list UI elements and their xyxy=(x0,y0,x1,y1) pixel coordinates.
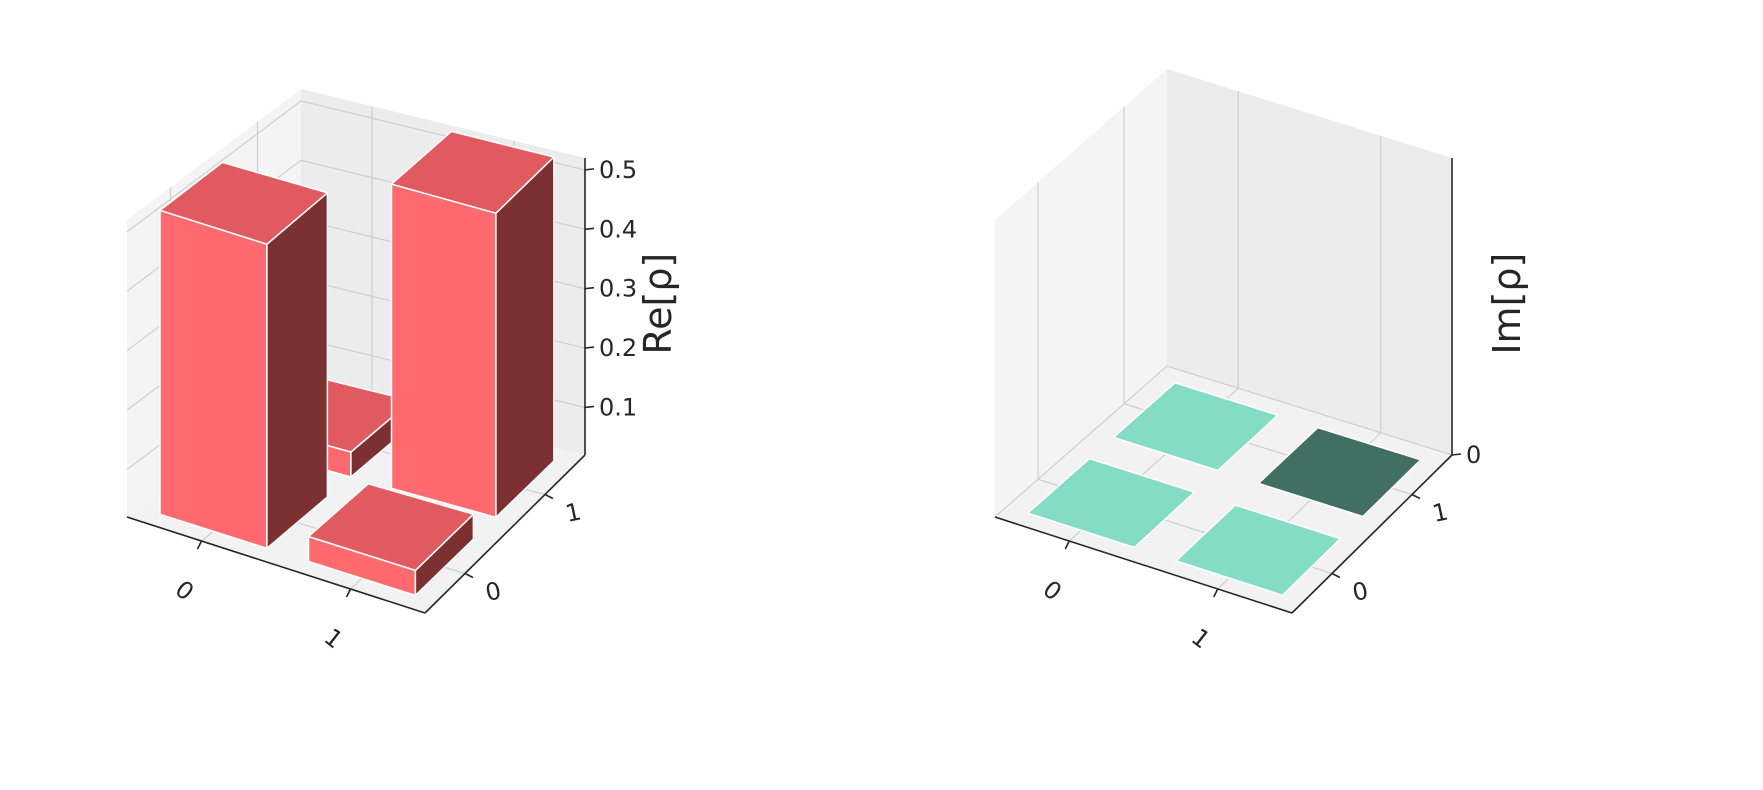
z-axis-label: Re[ρ] xyxy=(636,253,680,355)
z-tick-mark xyxy=(584,286,595,290)
x-tick-mark xyxy=(1064,540,1070,550)
real-chart-axes xyxy=(126,158,595,614)
z-tick-label: 0 xyxy=(1466,441,1481,469)
z-axis-label: Im[ρ] xyxy=(1485,253,1529,355)
bar-1-0 xyxy=(1175,504,1342,597)
x-tick-label: 0 xyxy=(1038,575,1067,606)
bar-top-face xyxy=(390,130,555,214)
bar-1-0 xyxy=(307,483,475,597)
real-chart-bars xyxy=(159,130,555,597)
bar-top-face xyxy=(307,483,475,572)
bar-top-face xyxy=(1257,426,1422,518)
z-tick-mark xyxy=(584,168,595,171)
x-tick-mark xyxy=(1213,588,1219,598)
z-tick-mark xyxy=(584,405,595,409)
imag-chart-axes xyxy=(994,158,1462,614)
imag-chart-bars xyxy=(1027,382,1422,597)
bar-top-face xyxy=(1112,382,1279,472)
y-tick-mark xyxy=(1411,493,1421,500)
bar-1-1 xyxy=(390,130,555,519)
y-tick-label: 1 xyxy=(1430,497,1451,528)
z-tick-label: 0.2 xyxy=(599,334,637,362)
y-tick-mark xyxy=(544,493,554,500)
bar-0-1 xyxy=(1112,382,1279,472)
y-tick-label: 0 xyxy=(1350,576,1371,607)
x-tick-label: 1 xyxy=(1186,623,1215,654)
bar-top-face xyxy=(1027,457,1196,549)
real-part-3d-bar-chart: 0 1 0 1 0.1 0.2 0.3 0.4 0.5 Re[ρ] xyxy=(126,89,680,655)
z-tick-mark xyxy=(1451,453,1462,456)
z-tick-label: 0.1 xyxy=(599,393,637,421)
real-chart-labels: 0 1 0 1 0.1 0.2 0.3 0.4 0.5 Re[ρ] xyxy=(170,156,680,655)
bar-front-face xyxy=(159,209,268,550)
z-gridline xyxy=(994,365,1453,518)
bar-1-1 xyxy=(1257,426,1422,518)
y-axis-line xyxy=(1291,454,1453,614)
z-tick-mark xyxy=(584,227,595,231)
z-tick-mark xyxy=(584,346,595,349)
bar-0-0 xyxy=(159,161,329,550)
z-tick-label: 0.4 xyxy=(599,215,637,243)
x-axis-line xyxy=(126,516,426,614)
bar-top-face xyxy=(1175,504,1342,597)
x-tick-label: 0 xyxy=(170,575,199,606)
x-tick-mark xyxy=(196,540,203,550)
x-tick-label: 1 xyxy=(319,623,348,654)
y-tick-label: 1 xyxy=(563,497,584,528)
z-tick-label: 0.3 xyxy=(599,275,637,303)
bar-front-face xyxy=(390,183,497,519)
y-axis-line xyxy=(424,454,586,614)
bar-top-face xyxy=(159,161,329,245)
bar-side-face xyxy=(266,192,329,550)
y-tick-mark xyxy=(1331,572,1341,579)
y-tick-label: 0 xyxy=(483,576,504,607)
floor-pane xyxy=(995,366,1452,613)
y-tick-mark xyxy=(464,572,474,579)
bar-0-0 xyxy=(1027,457,1196,549)
x-axis-line xyxy=(994,516,1293,614)
x-tick-mark xyxy=(345,588,352,598)
z-tick-label: 0.5 xyxy=(599,156,637,184)
bar-side-face xyxy=(495,156,555,519)
